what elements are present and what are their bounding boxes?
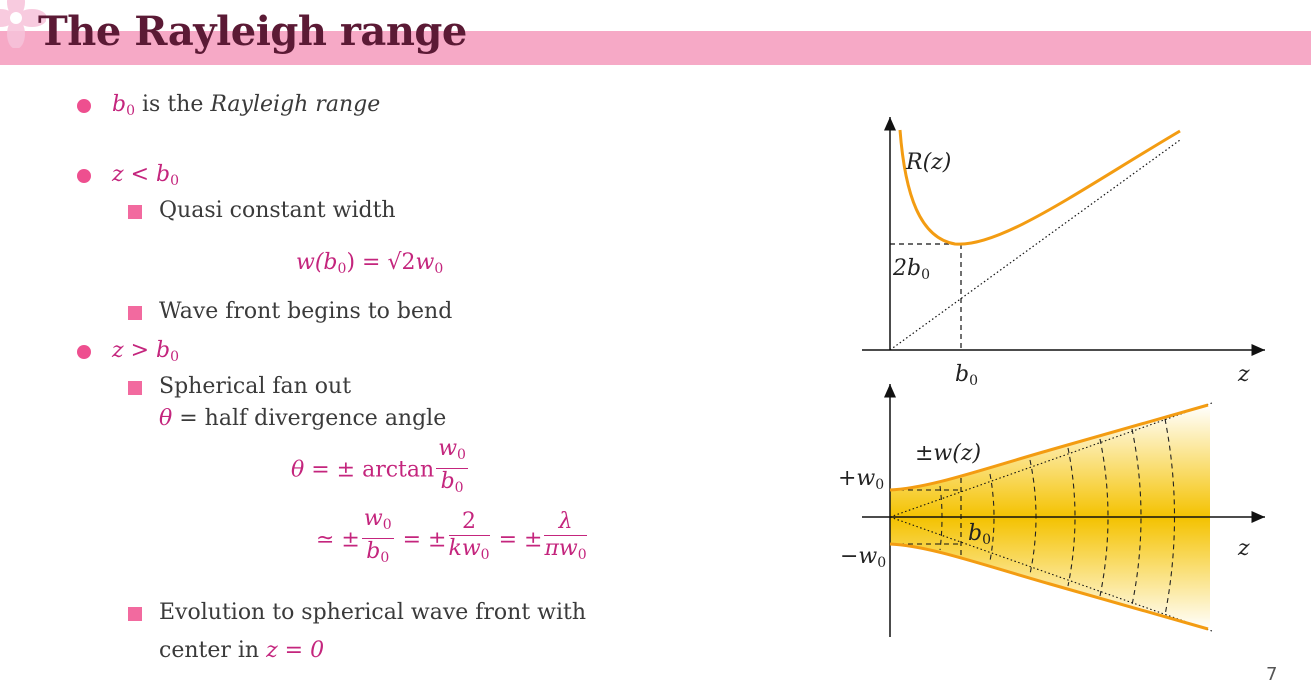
- bottom-b0-label: b0: [968, 521, 992, 548]
- evolution-text-line2: center in z = 0: [159, 638, 325, 663]
- wave-front-bends-text: Wave front begins to bend: [159, 299, 453, 324]
- divergence-approximation: ≃ ± w0 b0 = ±2 kw0 = ± λ πw0: [316, 506, 587, 566]
- slide-title: The Rayleigh range: [38, 8, 467, 55]
- beam-profile-plot: [862, 384, 1265, 637]
- y-mark-2b0: 2b0: [893, 256, 931, 283]
- top-z-axis-label: z: [1238, 362, 1250, 387]
- width-equation: w(b0) = √2w0: [296, 250, 444, 277]
- x-mark-b0: b0: [955, 362, 979, 389]
- evolution-text-line1: Evolution to spherical wave front with: [159, 600, 587, 625]
- bullet-z-greater-b0: z > b0: [112, 338, 180, 365]
- spherical-fan-out-text: Spherical fan out: [159, 374, 352, 399]
- flower-decoration-icon: [0, 0, 46, 48]
- plus-w0-label: +w0: [838, 466, 885, 493]
- minus-w0-label: −w0: [840, 544, 887, 571]
- sub-bullet-square: [128, 381, 142, 395]
- sub-bullet-square: [128, 205, 142, 219]
- upper-asymptote: [889, 402, 1213, 518]
- radius-curvature-plot: [862, 117, 1265, 356]
- bullet-dot: [77, 169, 91, 183]
- page-number: 7: [1266, 664, 1278, 685]
- bullet-dot: [77, 345, 91, 359]
- upper-envelope: [889, 403, 1209, 492]
- quasi-constant-width-text: Quasi constant width: [159, 198, 396, 223]
- title-band: [0, 31, 1311, 65]
- bullet-rayleigh-definition: b0 is the Rayleigh range: [112, 92, 381, 119]
- envelope-label: ±w(z): [915, 441, 982, 466]
- bullet-z-less-b0: z < b0: [112, 162, 180, 189]
- lower-asymptote: [889, 516, 1213, 632]
- bullet-dot: [77, 99, 91, 113]
- half-divergence-text: θ = half divergence angle: [159, 406, 447, 431]
- divergence-equation: θ = ± arctan w0 b0: [291, 436, 468, 496]
- lower-envelope: [889, 542, 1209, 631]
- sub-bullet-square: [128, 306, 142, 320]
- radius-curve-label: R(z): [906, 150, 952, 175]
- bottom-z-axis-label: z: [1238, 536, 1250, 561]
- radius-curve: [898, 129, 1181, 246]
- sub-bullet-square: [128, 607, 142, 621]
